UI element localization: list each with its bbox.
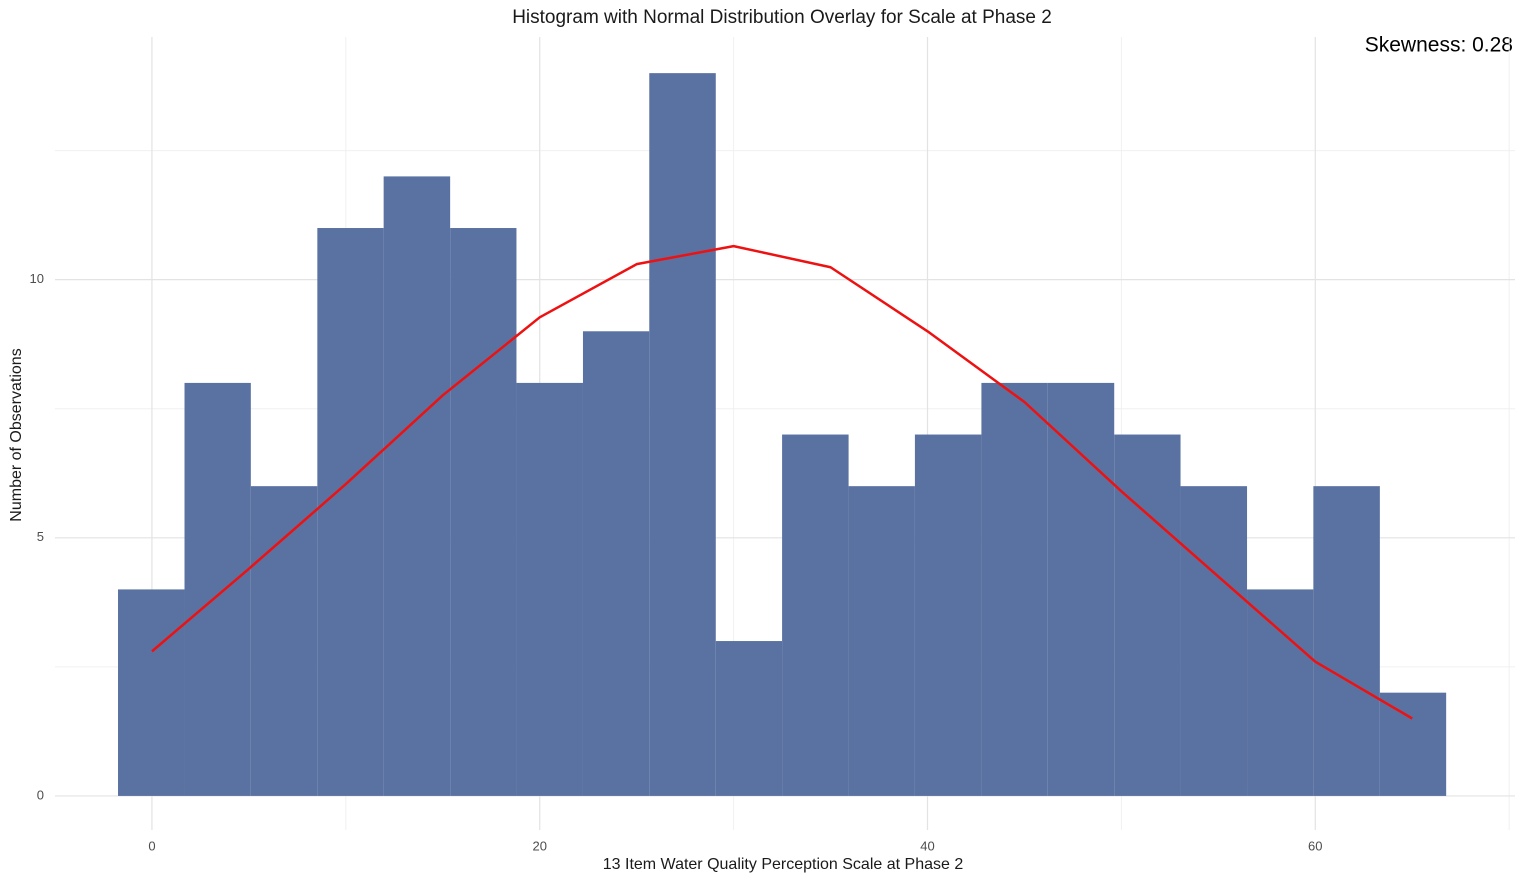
- x-axis-title: 13 Item Water Quality Perception Scale a…: [603, 856, 964, 873]
- bar: [1114, 434, 1181, 796]
- normal-curve: [151, 244, 1413, 720]
- bar: [848, 486, 915, 796]
- bar: [1047, 382, 1115, 796]
- bar: [118, 589, 185, 796]
- bar: [782, 434, 849, 796]
- bar: [1180, 486, 1248, 796]
- bar: [1313, 486, 1380, 796]
- bar: [1247, 589, 1314, 796]
- y-tick-label: 5: [37, 529, 44, 544]
- bar: [1379, 692, 1447, 796]
- x-tick-label: 20: [532, 838, 546, 853]
- bar: [914, 434, 982, 796]
- bar: [184, 382, 251, 796]
- bar: [649, 73, 716, 796]
- x-tick-label: 40: [920, 838, 934, 853]
- bar: [582, 331, 650, 796]
- bar: [383, 176, 451, 796]
- bar: [450, 228, 517, 796]
- bar: [981, 382, 1048, 796]
- x-tick-label: 0: [148, 838, 155, 853]
- bar: [516, 382, 583, 796]
- y-tick-label: 10: [30, 271, 44, 286]
- skewness-annotation: Skewness: 0.28: [1365, 34, 1513, 57]
- x-tick-label: 60: [1308, 838, 1322, 853]
- y-tick-label: 0: [37, 787, 44, 802]
- chart-title: Histogram with Normal Distribution Overl…: [512, 7, 1052, 28]
- bar: [317, 228, 384, 796]
- bar: [250, 486, 318, 796]
- bar: [715, 641, 783, 796]
- y-axis-title: Number of Observations: [8, 348, 25, 521]
